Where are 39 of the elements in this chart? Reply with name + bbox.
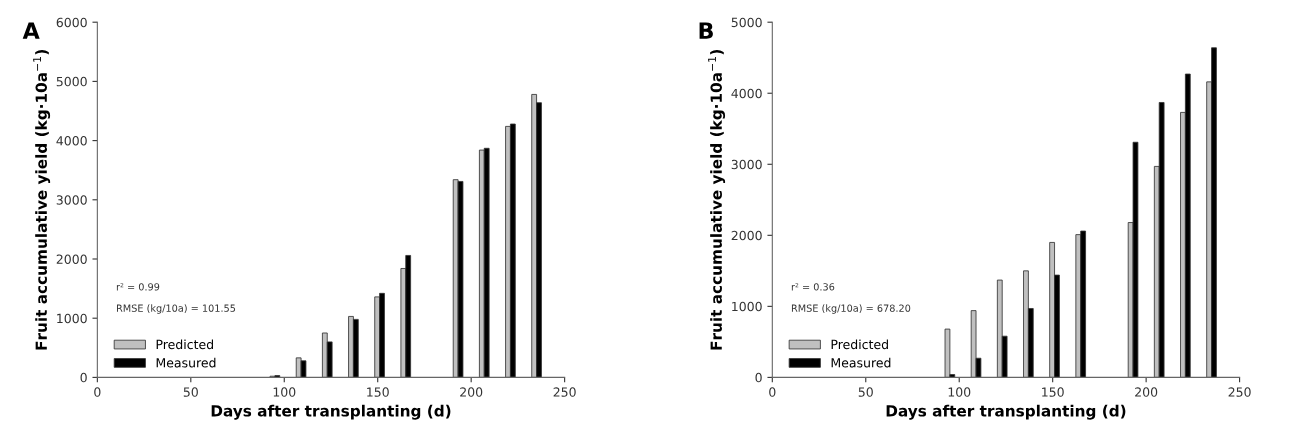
y-tick-label: 3000 bbox=[56, 195, 87, 205]
legend-label: Predicted bbox=[156, 339, 213, 350]
x-tick-label: 100 bbox=[948, 387, 971, 397]
y-tick-label: 6000 bbox=[56, 17, 87, 28]
x-tick-label: 0 bbox=[769, 387, 776, 397]
x-tick-label: 100 bbox=[273, 387, 296, 397]
x-tick-label: 150 bbox=[367, 387, 389, 397]
x-tick-label: 50 bbox=[858, 387, 873, 397]
y-tick-label: 0 bbox=[80, 372, 87, 383]
x-tick-label: 250 bbox=[1228, 387, 1251, 397]
annotation: RMSE (kg/10a) = 101.55 bbox=[117, 304, 236, 314]
y-tick-label: 2000 bbox=[56, 254, 87, 264]
y-tick-label: 5000 bbox=[56, 76, 87, 87]
y-tick-label: 1000 bbox=[732, 301, 762, 312]
annotation: r² = 0.36 bbox=[791, 283, 835, 291]
annotation: r² = 0.99 bbox=[116, 283, 160, 291]
y-tick-label: 0 bbox=[755, 372, 762, 383]
chart-title: B bbox=[699, 22, 713, 39]
y-tick-label: 2000 bbox=[731, 230, 762, 241]
y-tick-label: 3000 bbox=[731, 159, 762, 170]
legend-label: Predicted bbox=[831, 339, 888, 350]
x-tick-label: 150 bbox=[1042, 387, 1064, 397]
x-tick-label: 250 bbox=[553, 387, 576, 397]
x-tick-label: 50 bbox=[183, 387, 198, 397]
chart-title: A bbox=[22, 22, 40, 39]
x-tick-label: 200 bbox=[460, 387, 483, 397]
y-tick-label: 4000 bbox=[56, 136, 87, 146]
x-tick-label: 0 bbox=[94, 387, 101, 397]
y-tick-label: 5000 bbox=[731, 17, 762, 28]
y-tick-label: 4000 bbox=[731, 88, 762, 99]
x-axis-title: Days after transplanting (d) bbox=[886, 404, 1126, 420]
y-axis-title: Fruit accumulative yield (kg·10a$^{−1}$) bbox=[708, 49, 726, 350]
x-tick-label: 200 bbox=[1135, 387, 1158, 397]
legend-label: Measured bbox=[156, 357, 216, 368]
y-axis-title: Fruit accumulative yield (kg·10a$^{−1}$) bbox=[33, 49, 51, 350]
y-tick-label: 1000 bbox=[57, 313, 87, 324]
x-axis-title: Days after transplanting (d) bbox=[211, 404, 451, 420]
legend-label: Measured bbox=[831, 357, 891, 368]
annotation: RMSE (kg/10a) = 678.20 bbox=[791, 304, 911, 314]
